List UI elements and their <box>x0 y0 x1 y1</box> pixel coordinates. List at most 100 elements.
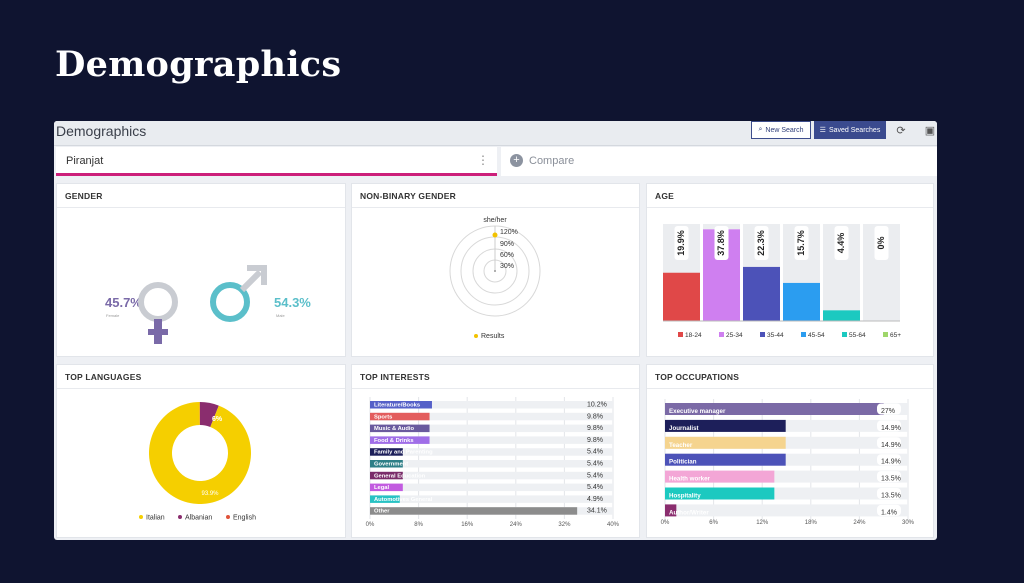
bar-value-label: 14.9% <box>881 459 901 466</box>
bar-track <box>370 471 613 480</box>
legend-dot <box>474 334 478 338</box>
bar-value-label: 14.9% <box>881 442 901 449</box>
value-pill <box>877 488 901 499</box>
bar <box>370 401 432 409</box>
value-pill <box>877 504 901 516</box>
female-percent: 45.7% <box>105 295 142 310</box>
compare-tab[interactable]: + Compare <box>501 147 937 176</box>
legend-dot <box>178 515 182 519</box>
bar-category-label: Teacher <box>669 442 693 449</box>
bar-value-label: 1.4% <box>881 509 897 516</box>
age-bar <box>783 282 820 321</box>
age-legend-swatch <box>801 332 806 337</box>
radar-axis-label: she/her <box>483 217 507 224</box>
age-label-bg <box>754 226 769 260</box>
age-label-bg <box>714 226 729 260</box>
legend-label: Albanian <box>185 515 212 522</box>
occupations-title: TOP OCCUPATIONS <box>655 372 740 382</box>
axis-tick-label: 30% <box>902 520 915 526</box>
bar-value-label: 10.2% <box>587 402 607 409</box>
bar-value-label: 5.4% <box>587 472 603 479</box>
bar-track <box>370 412 613 421</box>
new-search-button[interactable]: ⌕ New Search <box>751 121 811 139</box>
bar <box>665 470 775 483</box>
bar <box>665 403 884 415</box>
radar-tick-label: 30% <box>500 263 514 270</box>
search-tabs: Piranjat ⋮ + Compare <box>54 147 937 177</box>
axis-tick-label: 0% <box>366 522 375 528</box>
tab-active-search[interactable]: Piranjat ⋮ <box>56 147 497 176</box>
age-legend-label: 18-24 <box>685 332 702 339</box>
bar-category-label: Author/Writer <box>669 509 709 516</box>
gender-title: GENDER <box>65 191 103 201</box>
bar-category-label: Executive manager <box>669 408 726 415</box>
save-icon[interactable]: ▣ <box>924 124 936 137</box>
compare-label: Compare <box>529 155 575 167</box>
bar-track <box>370 483 613 492</box>
more-options-icon[interactable]: ⋮ <box>477 153 489 167</box>
bar-value-label: 9.8% <box>587 425 603 432</box>
axis-tick-label: 24% <box>510 522 523 528</box>
bar-track <box>370 401 613 409</box>
male-label: Male <box>276 313 285 318</box>
list-icon: ☰ <box>819 127 826 134</box>
female-symbol-icon <box>138 282 178 344</box>
new-search-label: New Search <box>765 126 804 134</box>
gender-card: GENDER 45.7% Female 54.3% Male <box>56 183 346 357</box>
bar-value-label: 4.9% <box>587 496 603 503</box>
bar <box>370 471 403 480</box>
radar-center <box>494 270 496 272</box>
interests-chart: 0% 8% 16% 24% 32% 40% Literature/Books 10.2% Spo… <box>366 397 620 528</box>
age-data-label: 0% <box>876 236 886 249</box>
age-title: AGE <box>655 191 675 201</box>
bar <box>370 412 430 421</box>
bar-value-label: 5.4% <box>587 449 603 456</box>
value-pill <box>877 437 901 449</box>
languages-chart: 6% 93.9% Italian Albanian English <box>139 402 256 522</box>
age-label-bg <box>794 226 809 260</box>
app-toolbar: Demographics ⌕ New Search ☰ Saved Search… <box>54 121 937 146</box>
bar-category-label: Literature/Books <box>374 403 420 409</box>
value-pill <box>877 403 901 415</box>
app-window: Demographics ⌕ New Search ☰ Saved Search… <box>54 121 937 540</box>
age-data-label: 15.7% <box>796 230 806 256</box>
bar <box>370 460 403 468</box>
bar-track <box>370 495 613 503</box>
value-pill <box>877 420 901 432</box>
bar <box>370 495 400 503</box>
value-pill <box>877 454 901 466</box>
bar-value-label: 13.5% <box>881 493 901 500</box>
slide-title: Demographics <box>55 44 342 85</box>
bar-value-label: 14.9% <box>881 425 901 432</box>
saved-searches-button[interactable]: ☰ Saved Searches <box>814 121 886 139</box>
bar-category-label: Family and Parenting <box>374 450 433 456</box>
legend-dot <box>139 515 143 519</box>
radar-tick-label: 120% <box>500 229 518 236</box>
age-legend-swatch <box>842 332 847 337</box>
axis-tick-label: 24% <box>853 520 866 526</box>
bar-track <box>370 424 613 433</box>
bar-category-label: Health worker <box>669 476 711 483</box>
bar <box>665 504 677 517</box>
bar-value-label: 27% <box>881 408 895 415</box>
age-legend-label: 65+ <box>890 332 901 339</box>
tab-active-label: Piranjat <box>66 155 104 167</box>
radar-data-point <box>492 232 498 238</box>
saved-searches-label: Saved Searches <box>828 126 881 134</box>
bar-value-label: 13.5% <box>881 476 901 483</box>
bar <box>370 483 403 492</box>
age-label-bg <box>674 226 689 260</box>
bar-value-label: 5.4% <box>587 461 603 468</box>
legend-label: Italian <box>146 515 165 522</box>
bar <box>665 487 775 500</box>
refresh-icon[interactable]: ⟳ <box>896 124 906 137</box>
legend-label[interactable]: Results <box>481 333 505 340</box>
bar <box>665 419 786 432</box>
bar-track <box>370 436 613 444</box>
male-percent: 54.3% <box>274 295 311 310</box>
donut-slice <box>200 402 219 427</box>
age-bar <box>663 272 700 321</box>
bar-value-label: 5.4% <box>587 484 603 491</box>
bar-track <box>665 504 908 517</box>
donut-data-label: 6% <box>212 416 223 423</box>
